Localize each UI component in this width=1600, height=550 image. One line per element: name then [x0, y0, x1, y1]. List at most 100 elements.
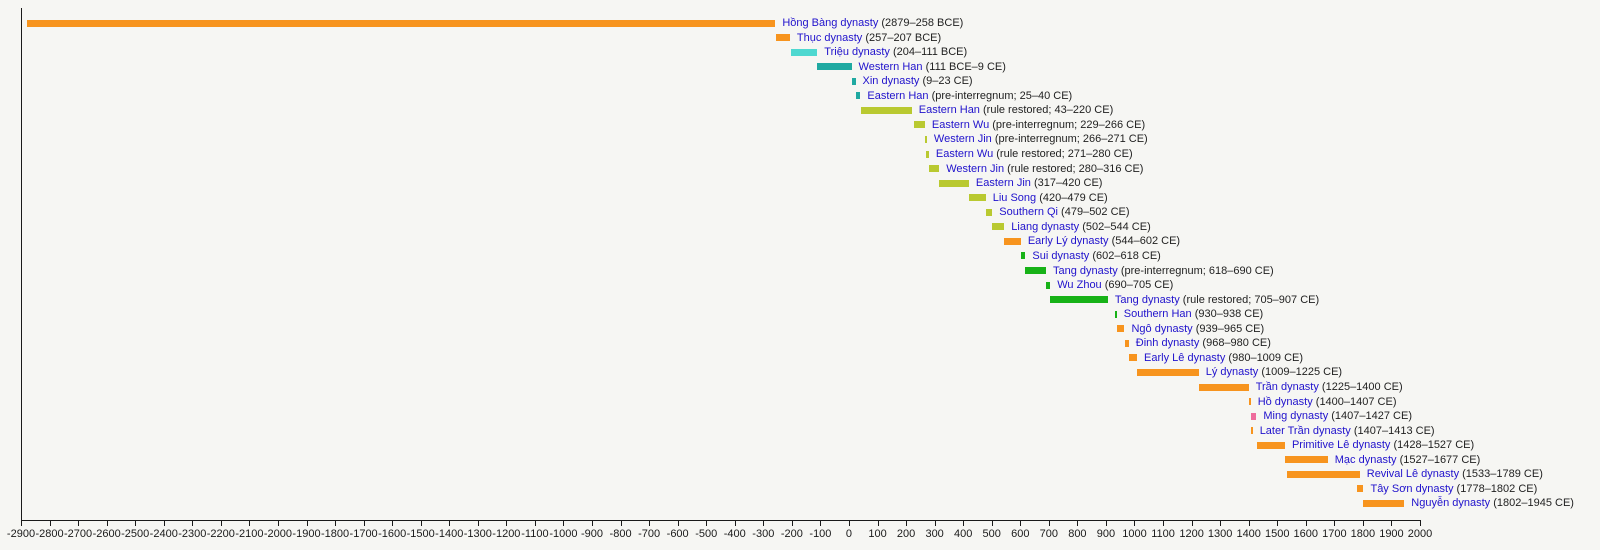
- x-tick: [534, 521, 536, 526]
- row-label: Later Trần dynasty (1407–1413 CE): [1260, 424, 1435, 438]
- dynasty-link[interactable]: Western Jin: [933, 133, 992, 146]
- row-label: Revival Lê dynasty (1533–1789 CE): [1367, 467, 1543, 481]
- x-tick: [1020, 521, 1022, 526]
- dynasty-link[interactable]: Mạc dynasty: [1334, 453, 1397, 466]
- dynasty-link[interactable]: Tang dynasty: [1114, 293, 1180, 306]
- dynasty-link[interactable]: Eastern Jin: [975, 177, 1031, 190]
- y-axis-line: [21, 8, 22, 520]
- dynasty-link[interactable]: Tây Sơn dynasty: [1370, 482, 1454, 495]
- dynasty-link[interactable]: Nguyễn dynasty: [1411, 497, 1491, 510]
- x-axis-line: [21, 520, 1421, 521]
- x-tick-label: -2400: [149, 528, 178, 540]
- dynasty-link[interactable]: Wu Zhou: [1057, 279, 1102, 292]
- x-tick: [734, 521, 736, 526]
- dynasty-link[interactable]: Xin dynasty: [862, 75, 920, 88]
- row-label: Western Jin (pre-interregnum; 266–271 CE…: [934, 132, 1148, 146]
- x-tick: [220, 521, 222, 526]
- timeline-bar: [1248, 398, 1251, 406]
- dynasty-dates: (602–618 CE): [1089, 249, 1161, 262]
- row-label: Trần dynasty (1225–1400 CE): [1256, 380, 1403, 394]
- x-tick: [620, 521, 622, 526]
- row-label: Liang dynasty (502–544 CE): [1011, 220, 1150, 234]
- dynasty-link[interactable]: Revival Lê dynasty: [1366, 468, 1460, 481]
- dynasty-link[interactable]: Hồ dynasty: [1257, 395, 1313, 408]
- x-tick: [820, 521, 822, 526]
- x-tick-label: -1000: [549, 528, 578, 540]
- x-tick-label: -1100: [521, 528, 549, 540]
- dynasty-link[interactable]: Western Jin: [946, 162, 1005, 175]
- x-tick-label: -800: [609, 528, 632, 540]
- dynasty-link[interactable]: Hồng Bàng dynasty: [782, 17, 879, 29]
- dynasty-link[interactable]: Ming dynasty: [1263, 410, 1329, 423]
- dynasty-link[interactable]: Liang dynasty: [1011, 220, 1080, 233]
- dynasty-link[interactable]: Eastern Wu: [935, 148, 994, 161]
- x-tick: [506, 521, 508, 526]
- timeline-bar: [1356, 485, 1364, 493]
- x-tick: [1277, 521, 1279, 526]
- timeline-bar: [1117, 325, 1125, 333]
- dynasty-link[interactable]: Liu Song: [992, 191, 1037, 204]
- timeline-bar: [861, 106, 912, 114]
- dynasty-link[interactable]: Lý dynasty: [1205, 366, 1259, 379]
- x-tick-label: 800: [1068, 528, 1087, 540]
- x-tick-label: -2800: [35, 528, 64, 540]
- dynasty-link[interactable]: Primitive Lê dynasty: [1291, 439, 1391, 452]
- timeline-bar: [1020, 252, 1026, 260]
- x-tick: [563, 521, 565, 526]
- x-tick: [163, 521, 165, 526]
- dynasty-link[interactable]: Đinh dynasty: [1135, 337, 1200, 350]
- dynasty-dates: (111 BCE–9 CE): [922, 60, 1006, 73]
- x-tick: [1305, 521, 1307, 526]
- dynasty-link[interactable]: Southern Qi: [999, 206, 1058, 219]
- row-label: Hồng Bàng dynasty (2879–258 BCE): [782, 16, 963, 30]
- timeline-bar: [985, 208, 993, 216]
- row-label: Eastern Han (rule restored; 43–220 CE): [919, 103, 1113, 117]
- dynasty-dates: (939–965 CE): [1192, 322, 1265, 335]
- dynasty-dates: (rule restored; 280–316 CE): [1004, 162, 1144, 175]
- x-tick: [363, 521, 365, 526]
- row-label: Southern Han (930–938 CE): [1124, 307, 1263, 321]
- row-label: Wu Zhou (690–705 CE): [1057, 278, 1173, 292]
- x-tick: [592, 521, 594, 526]
- row-label: Southern Qi (479–502 CE): [999, 205, 1129, 219]
- dynasty-dates: (rule restored; 43–220 CE): [979, 104, 1114, 117]
- x-tick-label: -700: [638, 528, 661, 540]
- dynasty-link[interactable]: Trần dynasty: [1255, 381, 1319, 393]
- timeline-bar: [26, 19, 776, 27]
- dynasty-link[interactable]: Ngô dynasty: [1131, 322, 1193, 335]
- dynasty-link[interactable]: Western Han: [858, 60, 923, 73]
- dynasty-link[interactable]: Later Trần dynasty: [1259, 424, 1351, 437]
- x-tick: [706, 521, 708, 526]
- dynasty-link[interactable]: Southern Han: [1123, 308, 1192, 321]
- x-tick-label: -300: [752, 528, 775, 540]
- dynasty-dates: (1407–1427 CE): [1328, 410, 1412, 423]
- x-tick: [277, 521, 279, 526]
- dynasty-dates: (2879–258 BCE): [878, 17, 964, 29]
- x-tick-label: 700: [1039, 528, 1059, 540]
- x-tick-label: -2200: [206, 528, 235, 540]
- timeline-bar: [924, 135, 927, 143]
- dynasty-link[interactable]: Triệu dynasty: [824, 46, 890, 59]
- x-tick: [763, 521, 765, 526]
- x-tick: [877, 521, 879, 526]
- dynasty-link[interactable]: Sui dynasty: [1032, 249, 1090, 262]
- timeline-bar: [1198, 383, 1249, 391]
- row-label: Primitive Lê dynasty (1428–1527 CE): [1292, 438, 1474, 452]
- dynasty-link[interactable]: Eastern Han: [918, 104, 980, 117]
- row-label: Eastern Wu (pre-interregnum; 229–266 CE): [932, 118, 1145, 132]
- dynasty-link[interactable]: Thục dynasty: [796, 31, 863, 44]
- dynasty-link[interactable]: Early Lý dynasty: [1027, 235, 1109, 248]
- row-label: Thục dynasty (257–207 BCE): [797, 31, 941, 45]
- dynasty-dates: (1009–1225 CE): [1258, 366, 1343, 379]
- x-tick-label: 1700: [1322, 528, 1347, 540]
- timeline-bar: [1284, 456, 1328, 464]
- dynasty-link[interactable]: Eastern Han: [867, 89, 929, 102]
- dynasty-link[interactable]: Tang dynasty: [1052, 264, 1118, 277]
- timeline-bar: [928, 165, 940, 173]
- dynasty-link[interactable]: Early Lê dynasty: [1144, 351, 1226, 364]
- x-tick: [477, 521, 479, 526]
- dynasty-dates: (502–544 CE): [1079, 220, 1151, 233]
- timeline-bar: [1256, 441, 1285, 449]
- x-tick: [306, 521, 308, 526]
- dynasty-link[interactable]: Eastern Wu: [931, 118, 990, 131]
